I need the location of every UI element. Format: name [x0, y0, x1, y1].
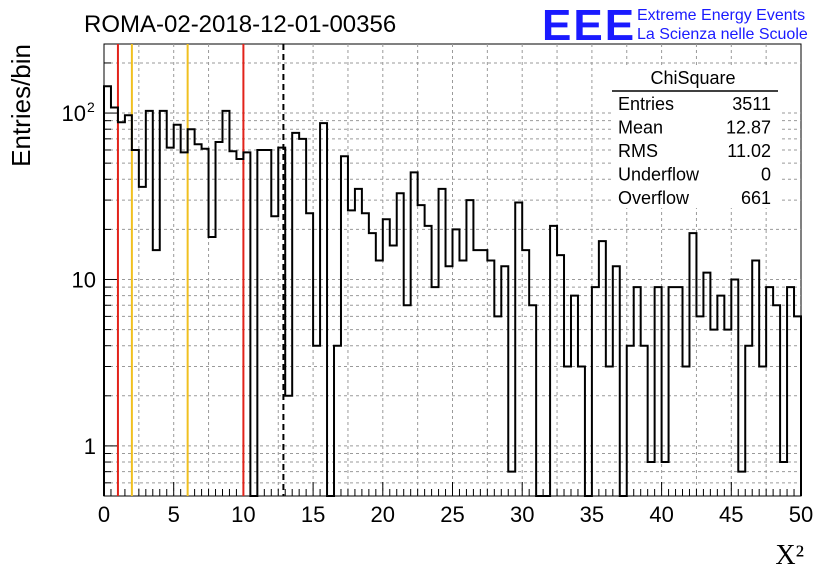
stats-row-value: 11.02	[727, 141, 771, 161]
stats-row-label: RMS	[618, 141, 658, 161]
stats-row-value: 3511	[732, 94, 771, 114]
stats-row-label: Mean	[618, 118, 663, 138]
x-tick-label: 30	[510, 502, 534, 527]
y-tick-label: 10	[72, 267, 96, 292]
y-tick-label: 10	[62, 101, 86, 126]
reference-lines	[116, 44, 285, 496]
x-axis-label: X²	[775, 540, 804, 571]
stats-row-value: 0	[761, 165, 771, 185]
stats-box: ChiSquare Entries 3511 Mean 12.87 RMS 11.02 Un…	[612, 66, 782, 208]
x-tick-label: 40	[649, 502, 673, 527]
x-tick-label: 45	[719, 502, 743, 527]
chart-title: ROMA-02-2018-12-01-00356	[84, 11, 396, 38]
stats-row-value: 661	[741, 188, 771, 208]
x-tick-label: 35	[580, 502, 604, 527]
histogram-series	[103, 85, 802, 497]
eee-logo-mark: EEE	[542, 1, 636, 50]
x-tick-label: 25	[440, 502, 464, 527]
x-tick-label: 10	[231, 502, 255, 527]
x-tick-label: 5	[168, 502, 180, 527]
x-tick-label: 50	[789, 502, 813, 527]
stats-box-title: ChiSquare	[650, 68, 735, 88]
logo-line-2: La Scienza nelle Scuole	[637, 26, 808, 43]
stats-row-value: 12.87	[726, 118, 771, 138]
x-tick-label: 0	[98, 502, 110, 527]
y-axis-label: Entries/bin	[6, 44, 36, 167]
stats-row-label: Entries	[618, 94, 674, 114]
stats-row-label: Underflow	[618, 165, 700, 185]
stats-row-label: Overflow	[618, 188, 690, 208]
stats-rows: Entries 3511 Mean 12.87 RMS 11.02 Underflow 0 Ov…	[618, 94, 771, 208]
y-tick-label-exponent: 2	[87, 99, 95, 115]
x-tick-labels: 0 5 10 15 20 25 30 35 40 45 50	[98, 502, 813, 527]
logo-line-1: Extreme Energy Events	[637, 7, 805, 24]
x-tick-label: 20	[371, 502, 395, 527]
x-tick-label: 15	[301, 502, 325, 527]
y-tick-label: 1	[84, 434, 96, 459]
stats-box-background	[612, 66, 782, 208]
grid	[104, 44, 801, 496]
